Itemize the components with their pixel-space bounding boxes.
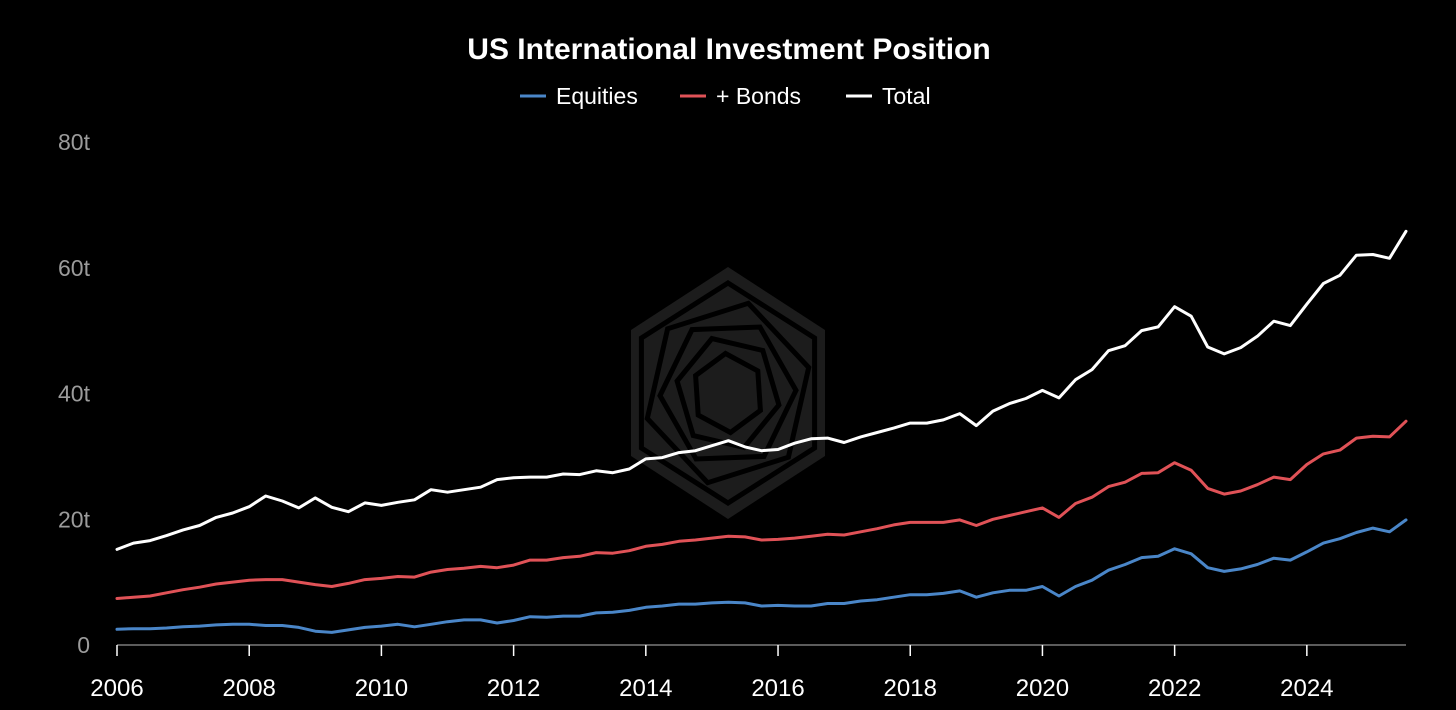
series-line-bonds	[115, 419, 1408, 600]
hexagon-spiral-logo-icon	[631, 267, 825, 519]
series-lines	[115, 229, 1408, 634]
x-tick-label: 2006	[90, 675, 143, 702]
x-tick-label: 2020	[1016, 675, 1069, 702]
legend-label-2: Total	[882, 83, 931, 109]
y-tick-label: 80t	[58, 129, 91, 155]
legend: Equities + Bonds Total	[520, 83, 931, 109]
series-line-total	[115, 229, 1408, 551]
series-line-equities	[115, 518, 1408, 634]
y-tick-label: 60t	[58, 255, 91, 281]
x-tick-label: 2008	[223, 675, 276, 702]
y-tick-label: 20t	[58, 506, 91, 532]
x-axis: 2006 2008 2010 2012 2014 2016 2018 2020 2022 2024	[90, 644, 1406, 702]
x-tick-label: 2016	[751, 675, 804, 702]
x-tick-label: 2018	[884, 675, 937, 702]
x-tick-label: 2012	[487, 675, 540, 702]
y-axis: 0 20t 40t 60t 80t	[58, 129, 91, 658]
y-tick-label: 40t	[58, 381, 91, 407]
x-tick-label: 2014	[619, 675, 672, 702]
x-tick-label: 2010	[355, 675, 408, 702]
x-tick-label: 2022	[1148, 675, 1201, 702]
y-tick-label: 0	[77, 632, 90, 658]
chart-title: US International Investment Position	[467, 33, 990, 66]
legend-label-1: + Bonds	[716, 83, 801, 109]
x-tick-label: 2024	[1280, 675, 1333, 702]
legend-label-0: Equities	[556, 83, 638, 109]
